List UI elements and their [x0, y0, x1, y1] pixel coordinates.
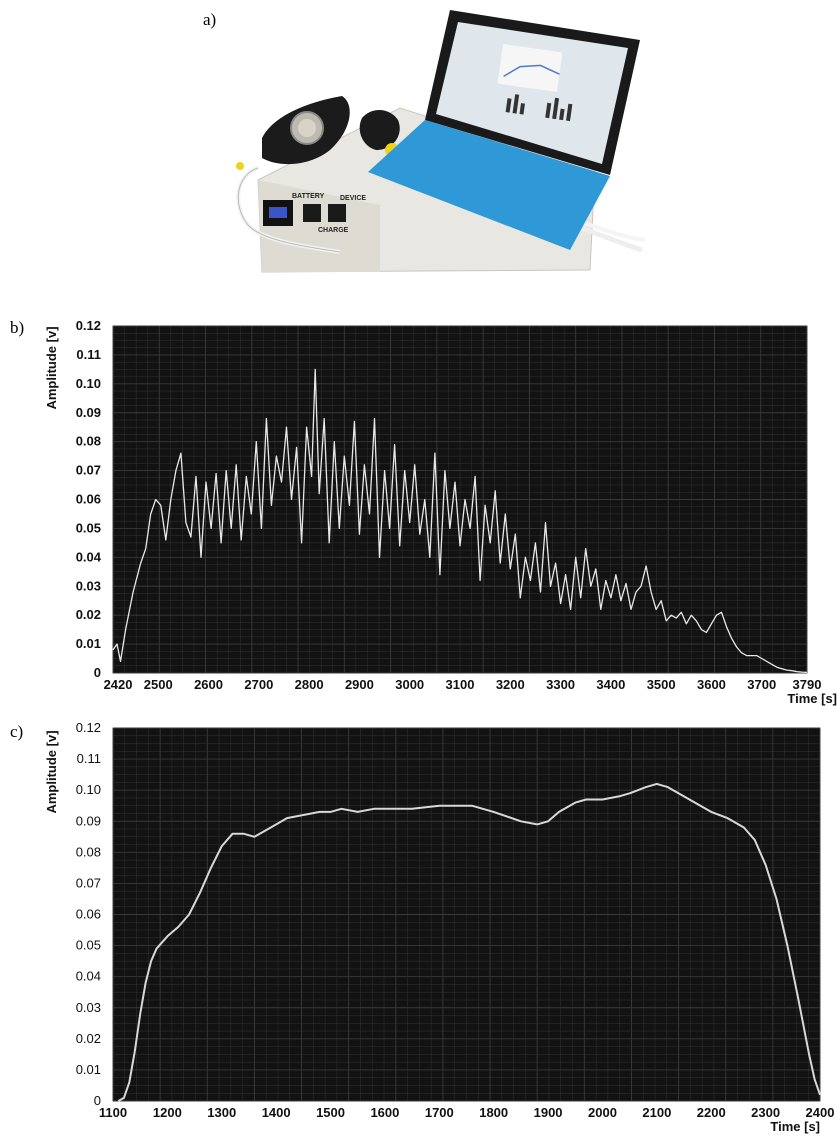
chart-b: 0 0.01 0.02 0.03 0.04 0.05 0.06 0.07 0.08 0.09 0.1…: [44, 318, 837, 706]
y-tick-label: 0: [94, 1093, 101, 1108]
y-tick-label: 0.03: [76, 578, 101, 593]
x-tick-label: 1300: [207, 1105, 236, 1120]
y-tick-label: 0.10: [76, 376, 101, 391]
x-tick-label: 1600: [370, 1105, 399, 1120]
panel-label-c: c): [10, 722, 24, 741]
device-photo: BATTERY DEVICE CHARGE: [236, 10, 646, 273]
y-tick-label: 0.07: [76, 463, 101, 478]
x-tick-label: 3790: [793, 677, 822, 692]
x-tick-label: 2000: [588, 1105, 617, 1120]
y-tick-label: 0.12: [76, 318, 101, 333]
panel-label-a: a): [203, 10, 217, 29]
y-axis-label: Amplitude [v]: [44, 326, 59, 409]
x-tick-label: 2100: [642, 1105, 671, 1120]
x-tick-label: 3300: [546, 677, 575, 692]
x-tick-label: 2400: [806, 1105, 835, 1120]
chart-c: 0 0.01 0.02 0.03 0.04 0.05 0.06 0.07 0.08 0.09 0.1…: [44, 722, 835, 1134]
x-tick-label: 2900: [345, 677, 374, 692]
x-tick-label: 3200: [496, 677, 525, 692]
x-tick-label: 1200: [153, 1105, 182, 1120]
x-axis-label: Time [s]: [787, 691, 837, 706]
y-tick-label: 0.10: [76, 782, 101, 797]
y-tick-label: 0.07: [76, 875, 101, 890]
y-tick-label: 0.04: [76, 969, 101, 984]
y-tick-label: 0.11: [77, 751, 101, 766]
x-tick-label: 2200: [697, 1105, 726, 1120]
x-tick-label: 3000: [395, 677, 424, 692]
y-tick-label: 0.02: [76, 1031, 101, 1046]
series-line: [112, 368, 808, 674]
x-tick-label: 1800: [479, 1105, 508, 1120]
x-tick-label: 2800: [295, 677, 324, 692]
y-tick-label: 0.04: [76, 549, 102, 564]
panel-label-b: b): [10, 318, 25, 337]
grid-lines: [112, 325, 808, 674]
y-tick-label: 0.12: [76, 722, 101, 735]
x-axis-label: Time [s]: [770, 1119, 820, 1134]
y-tick-label: 0.06: [76, 492, 101, 507]
charge-switch: [328, 204, 346, 222]
x-tick-label: 3600: [697, 677, 726, 692]
x-tick-label: 3400: [596, 677, 625, 692]
series-line: [117, 782, 821, 1102]
x-tick-label: 1100: [99, 1105, 127, 1120]
battery-label: BATTERY: [292, 193, 325, 200]
y-tick-label: 0.05: [76, 520, 101, 535]
tablet-computer: [425, 10, 640, 175]
x-tick-label: 1700: [425, 1105, 454, 1120]
x-tick-label: 3500: [647, 677, 676, 692]
y-tick-label: 0.06: [76, 907, 101, 922]
breathing-mask-icon: [262, 96, 400, 165]
x-tick-label: 1400: [262, 1105, 291, 1120]
x-tick-label: 2600: [194, 677, 223, 692]
y-tick-label: 0.08: [76, 844, 101, 859]
x-tick-label: 3100: [446, 677, 475, 692]
grid-lines: [112, 727, 821, 1102]
x-tick-label: 1900: [534, 1105, 563, 1120]
y-tick-label: 0.09: [76, 405, 101, 420]
device-label: DEVICE: [340, 195, 366, 202]
y-tick-label: 0.08: [76, 434, 101, 449]
x-tick-label: 1500: [316, 1105, 345, 1120]
y-tick-label: 0.02: [76, 607, 101, 622]
charge-label: CHARGE: [318, 227, 349, 234]
x-tick-label: 2420: [104, 677, 133, 692]
x-tick-label: 2500: [144, 677, 173, 692]
y-axis-label: Amplitude [v]: [44, 730, 59, 813]
y-tick-label: 0.01: [76, 636, 101, 651]
y-tick-label: 0.05: [76, 938, 101, 953]
y-tick-label: 0.09: [76, 813, 101, 828]
y-tick-label: 0.11: [76, 347, 101, 362]
y-tick-label: 0.01: [76, 1062, 101, 1077]
x-tick-label: 2700: [244, 677, 273, 692]
x-tick-label: 3700: [747, 677, 776, 692]
keyboard: [368, 120, 610, 250]
x-tick-label: 2300: [751, 1105, 780, 1120]
y-tick-label: 0.03: [76, 1000, 101, 1015]
device-switch: [303, 204, 321, 222]
y-tick-label: 0: [94, 665, 101, 680]
